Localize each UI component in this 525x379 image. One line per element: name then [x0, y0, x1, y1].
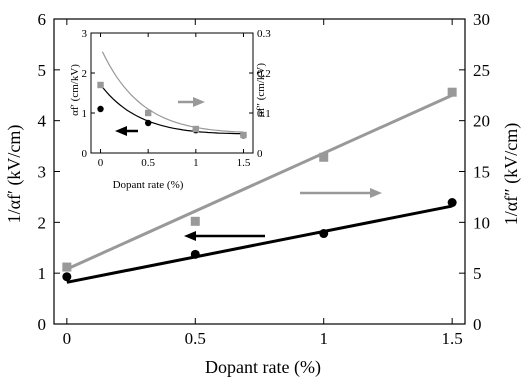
- main-fit-line-left: [66, 204, 453, 284]
- main-y-right-tick-label: 0: [473, 315, 482, 334]
- main-y-left-tick-label: 5: [38, 61, 47, 80]
- main-y-right-tick-label: 20: [473, 112, 490, 131]
- main-point-left: [62, 272, 72, 282]
- main-arrow-left-axis-head: [184, 231, 196, 241]
- y-axis-right-label: 1/αf″ (kV/cm): [501, 123, 522, 225]
- main-fit-line-right: [66, 93, 453, 271]
- inset-y-left-tick-label: 0: [82, 148, 88, 160]
- inset-point-right: [192, 125, 200, 133]
- main-y-right-tick-label: 10: [473, 213, 490, 232]
- main-arrow-right-axis-head: [370, 188, 382, 198]
- inset-point-right: [144, 109, 152, 117]
- inset-fit-curve-right: [101, 51, 244, 133]
- main-y-left-tick-label: 4: [38, 112, 47, 131]
- inset-fit-curve-left: [101, 86, 244, 135]
- x-axis-label: Dopant rate (%): [205, 357, 321, 378]
- main-point-right: [319, 152, 329, 162]
- main-x-tick-label: 0: [63, 329, 72, 348]
- main-y-right-tick-label: 5: [473, 264, 482, 283]
- main-x-tick-label: 1.5: [442, 329, 463, 348]
- inset-y-right-tick-label: 0.2: [257, 68, 271, 80]
- inset-y-left-tick-label: 2: [82, 68, 88, 80]
- inset-point-left: [97, 105, 104, 113]
- inset-y-left-tick-label: 1: [82, 108, 88, 120]
- main-point-right: [447, 87, 457, 97]
- inset-point-left: [144, 119, 152, 127]
- main-point-left: [447, 198, 457, 208]
- inset-x-tick-label: 0: [98, 157, 104, 169]
- main-y-left-tick-label: 1: [38, 264, 47, 283]
- main-point-left: [190, 249, 200, 259]
- inset-y-left-tick-label: 3: [82, 28, 88, 40]
- main-y-right-tick-label: 30: [473, 10, 490, 29]
- inset-y-right-tick-label: 0.1: [257, 108, 271, 120]
- inset-y-axis-right-label: αf″ (cm/kV): [255, 63, 267, 117]
- main-x-tick-label: 1: [319, 329, 328, 348]
- main-y-right-tick-label: 15: [473, 163, 490, 182]
- inset-y-right-tick-label: 0.3: [257, 28, 271, 40]
- inset-point-right: [97, 81, 104, 89]
- inset-y-right-tick-label: 0: [257, 148, 263, 160]
- inset-x-tick-label: 1.5: [237, 157, 251, 169]
- inset-y-axis-left-label: αf′ (cm/kV): [69, 64, 81, 116]
- inset-x-tick-label: 1: [193, 157, 199, 169]
- inset-frame: [90, 32, 254, 154]
- main-x-tick-label: 0.5: [185, 329, 206, 348]
- main-y-left-tick-label: 2: [38, 213, 47, 232]
- inset-arrow-left-axis-head: [115, 126, 127, 136]
- main-point-right: [62, 262, 72, 272]
- main-y-left-tick-label: 6: [38, 10, 47, 29]
- y-axis-left-label: 1/αf′ (kV/cm): [4, 125, 25, 224]
- inset-point-right: [240, 131, 247, 139]
- inset-x-tick-label: 0.5: [141, 157, 155, 169]
- inset-x-axis-label: Dopant rate (%): [113, 179, 184, 191]
- main-point-right: [190, 216, 200, 226]
- inset-arrow-right-axis-head: [193, 97, 205, 107]
- main-y-left-tick-label: 3: [38, 163, 47, 182]
- main-point-left: [319, 229, 329, 239]
- main-y-left-tick-label: 0: [38, 315, 47, 334]
- main-y-right-tick-label: 25: [473, 61, 490, 80]
- inset-background: [91, 33, 253, 153]
